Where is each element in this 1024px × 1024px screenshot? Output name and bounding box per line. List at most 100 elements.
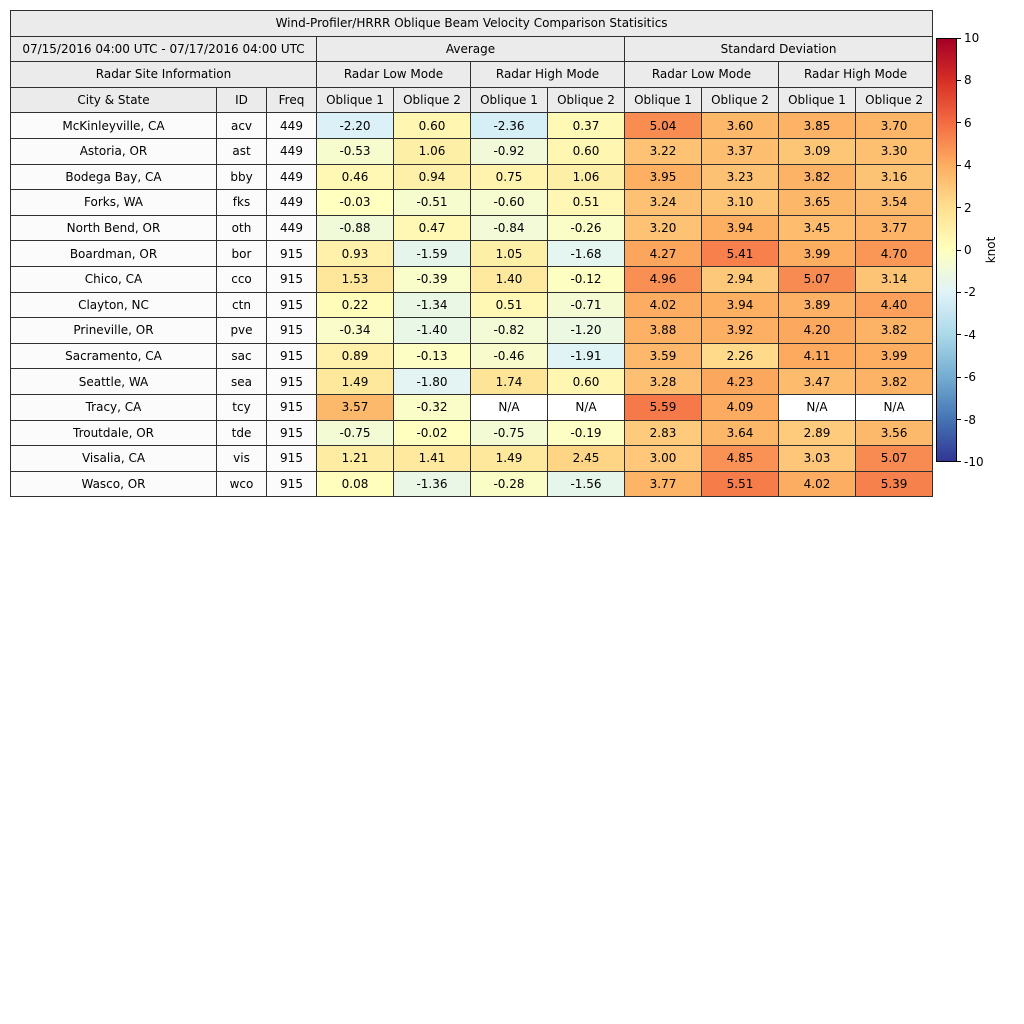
avg-low-mode-header: Radar Low Mode (316, 61, 471, 88)
value-cell: 0.89 (316, 342, 394, 370)
city-cell: Tracy, CA (10, 393, 217, 421)
value-cell: 3.03 (778, 445, 856, 472)
table-row: Visalia, CA vis 915 1.21 1.41 1.49 2.45 3.00 4.8… (10, 445, 934, 472)
colorbar-tick-label: -4 (964, 327, 976, 342)
value-cell: 4.23 (701, 368, 779, 395)
column-header-row: City & State ID Freq Oblique 1 Oblique 2… (10, 86, 934, 114)
site-id-cell: vis (216, 445, 267, 472)
value-cell: 1.41 (393, 445, 471, 472)
value-cell: -0.75 (316, 419, 394, 447)
city-cell: McKinleyville, CA (10, 112, 217, 139)
city-cell: Prineville, OR (10, 317, 217, 344)
value-cell: 0.60 (547, 137, 625, 165)
city-cell: Visalia, CA (10, 445, 217, 472)
value-cell: 3.77 (624, 470, 702, 498)
stats-table: Wind-Profiler/HRRR Oblique Beam Velocity… (9, 10, 934, 498)
table-row: North Bend, OR oth 449 -0.88 0.47 -0.84 -0.26 3… (10, 214, 934, 242)
site-id-cell: pve (216, 317, 267, 344)
value-cell: 1.06 (393, 137, 471, 165)
std-high-mode-header: Radar High Mode (777, 61, 934, 88)
column-header-oblique: Oblique 1 (316, 86, 394, 114)
table-title: Wind-Profiler/HRRR Oblique Beam Velocity… (9, 10, 934, 37)
column-header-oblique: Oblique 1 (470, 86, 548, 114)
value-cell: 4.11 (778, 342, 856, 370)
value-cell: -0.82 (470, 317, 548, 344)
table-row: Wasco, OR wco 915 0.08 -1.36 -0.28 -1.56 3.77 5.… (10, 470, 934, 498)
value-cell: 3.45 (778, 214, 856, 242)
value-cell: 3.59 (624, 342, 702, 370)
value-cell: 3.57 (316, 393, 394, 421)
site-id-cell: sac (216, 342, 267, 370)
value-cell: -2.20 (316, 112, 394, 139)
value-cell: -1.91 (547, 342, 625, 370)
value-cell: 4.40 (854, 291, 934, 319)
value-cell: -0.13 (393, 342, 471, 370)
freq-cell: 915 (266, 317, 317, 344)
colorbar-tick (957, 79, 961, 81)
column-header-city: City & State (10, 86, 217, 114)
freq-cell: 915 (266, 368, 317, 395)
site-id-cell: tde (216, 419, 267, 447)
value-cell: 3.65 (778, 189, 856, 216)
avg-high-mode-header: Radar High Mode (470, 61, 625, 88)
freq-cell: 449 (266, 163, 317, 191)
group-header-row-1: 07/15/2016 04:00 UTC - 07/17/2016 04:00 … (10, 35, 934, 63)
value-cell: 5.04 (624, 112, 702, 139)
value-cell: -0.32 (393, 393, 471, 421)
site-info-header: Radar Site Information (10, 61, 317, 88)
city-cell: Bodega Bay, CA (10, 163, 217, 191)
value-cell: -0.60 (470, 189, 548, 216)
value-cell: 4.02 (624, 291, 702, 319)
value-cell: 3.09 (778, 137, 856, 165)
value-cell: 3.30 (854, 137, 934, 165)
value-cell: 3.82 (854, 317, 934, 344)
value-cell: -0.26 (547, 214, 625, 242)
value-cell: 4.96 (624, 265, 702, 293)
freq-cell: 915 (266, 240, 317, 267)
freq-cell: 915 (266, 265, 317, 293)
value-cell: -1.34 (393, 291, 471, 319)
column-header-freq: Freq (266, 86, 317, 114)
freq-cell: 449 (266, 189, 317, 216)
value-cell: 3.94 (701, 214, 779, 242)
colorbar-tick-label: -8 (964, 412, 976, 427)
freq-cell: 449 (266, 214, 317, 242)
city-cell: Sacramento, CA (10, 342, 217, 370)
freq-cell: 915 (266, 291, 317, 319)
value-cell: 3.37 (701, 137, 779, 165)
colorbar-tick (957, 207, 961, 209)
value-cell: 3.70 (854, 112, 934, 139)
value-cell: 1.21 (316, 445, 394, 472)
site-id-cell: ctn (216, 291, 267, 319)
value-cell: N/A (778, 393, 856, 421)
average-header: Average (316, 35, 625, 63)
value-cell: 3.14 (854, 265, 934, 293)
value-cell: -0.75 (470, 419, 548, 447)
value-cell: 3.20 (624, 214, 702, 242)
value-cell: N/A (547, 393, 625, 421)
colorbar-tick (957, 419, 961, 421)
column-header-oblique: Oblique 2 (701, 86, 779, 114)
value-cell: 1.40 (470, 265, 548, 293)
value-cell: 3.54 (854, 189, 934, 216)
value-cell: 0.37 (547, 112, 625, 139)
table-row: Seattle, WA sea 915 1.49 -1.80 1.74 0.60 3.28 4.… (10, 368, 934, 395)
value-cell: 3.00 (624, 445, 702, 472)
value-cell: 2.45 (547, 445, 625, 472)
column-header-oblique: Oblique 2 (547, 86, 625, 114)
colorbar-tick (957, 122, 961, 124)
site-id-cell: cco (216, 265, 267, 293)
standard-deviation-header: Standard Deviation (623, 35, 934, 63)
table-body: McKinleyville, CA acv 449 -2.20 0.60 -2.36 0.3… (10, 112, 934, 498)
date-range: 07/15/2016 04:00 UTC - 07/17/2016 04:00 … (10, 35, 317, 63)
value-cell: -1.68 (547, 240, 625, 267)
column-header-oblique: Oblique 1 (624, 86, 702, 114)
value-cell: -0.03 (316, 189, 394, 216)
city-cell: Astoria, OR (10, 137, 217, 165)
value-cell: 1.53 (316, 265, 394, 293)
value-cell: 4.70 (854, 240, 934, 267)
value-cell: 2.89 (778, 419, 856, 447)
value-cell: 5.07 (854, 445, 934, 472)
freq-cell: 449 (266, 137, 317, 165)
value-cell: 4.09 (701, 393, 779, 421)
